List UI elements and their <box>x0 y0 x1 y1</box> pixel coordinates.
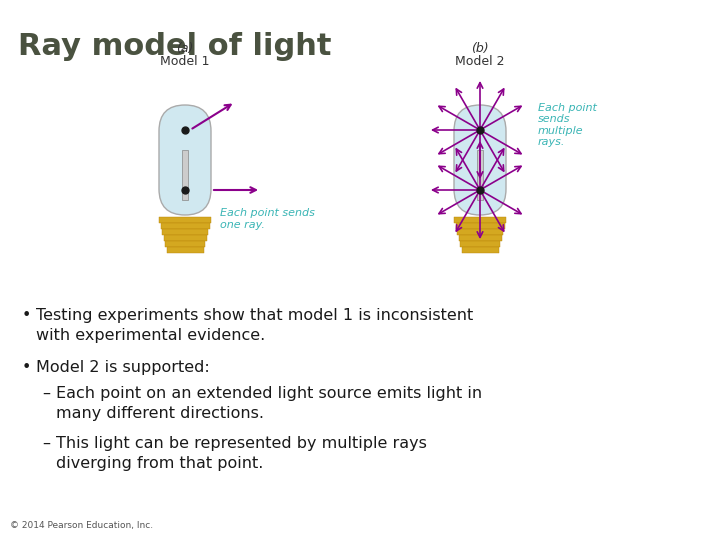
Text: © 2014 Pearson Education, Inc.: © 2014 Pearson Education, Inc. <box>10 521 153 530</box>
Bar <box>163 235 207 241</box>
Text: –: – <box>42 436 50 451</box>
Bar <box>459 235 502 241</box>
Text: (a): (a) <box>176 42 194 55</box>
Text: Each point on an extended light source emits light in
many different directions.: Each point on an extended light source e… <box>56 386 482 421</box>
FancyBboxPatch shape <box>159 105 211 215</box>
Text: •: • <box>22 360 32 375</box>
Bar <box>462 247 498 253</box>
Bar <box>454 217 506 223</box>
Text: Model 2: Model 2 <box>455 55 505 68</box>
Bar <box>161 223 210 229</box>
Bar <box>162 229 208 235</box>
Text: Model 2 is supported:: Model 2 is supported: <box>36 360 210 375</box>
Text: Each point
sends
multiple
rays.: Each point sends multiple rays. <box>538 103 597 147</box>
Text: Ray model of light: Ray model of light <box>18 32 331 61</box>
Bar <box>166 247 204 253</box>
FancyBboxPatch shape <box>454 105 506 215</box>
Text: –: – <box>42 386 50 401</box>
Text: Model 1: Model 1 <box>161 55 210 68</box>
Bar <box>456 223 505 229</box>
Bar <box>460 241 500 247</box>
Bar <box>165 241 205 247</box>
Bar <box>182 150 188 200</box>
Text: •: • <box>22 308 32 323</box>
Text: Each point sends
one ray.: Each point sends one ray. <box>220 208 315 230</box>
Text: Testing experiments show that model 1 is inconsistent
with experimental evidence: Testing experiments show that model 1 is… <box>36 308 473 343</box>
Bar <box>477 150 483 200</box>
Text: This light can be represented by multiple rays
diverging from that point.: This light can be represented by multipl… <box>56 436 427 471</box>
Bar <box>159 217 211 223</box>
Bar <box>457 229 503 235</box>
Text: (b): (b) <box>471 42 489 55</box>
